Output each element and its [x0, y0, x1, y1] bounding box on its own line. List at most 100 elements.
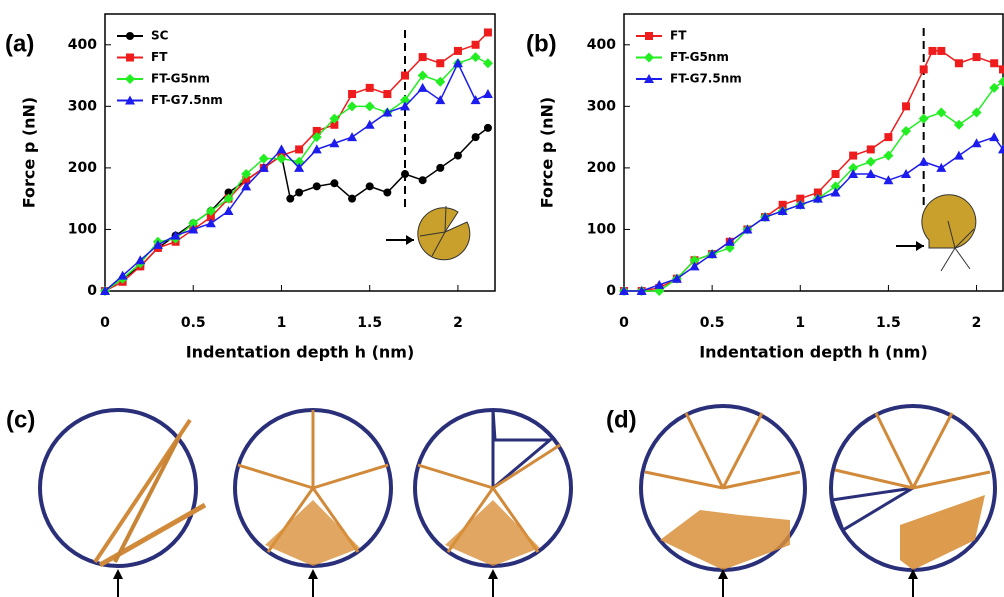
y-tick-label: 200	[587, 160, 616, 176]
marker	[795, 199, 806, 209]
marker	[382, 107, 393, 117]
x-tick-label: 1	[795, 315, 805, 331]
marker	[135, 255, 146, 265]
marker	[831, 170, 840, 179]
legend-marker	[644, 52, 654, 63]
marker	[830, 187, 841, 197]
legend-label: FT-G7.5nm	[151, 93, 223, 107]
marker	[347, 101, 358, 112]
marker	[330, 179, 339, 188]
marker	[206, 213, 215, 222]
x-tick-label: 2	[972, 315, 982, 331]
marker	[953, 150, 964, 160]
legend-marker	[125, 95, 135, 105]
marker	[286, 194, 295, 203]
legend-label: FT-G7.5nm	[670, 72, 742, 86]
marker	[742, 224, 753, 234]
marker	[348, 90, 357, 99]
marker	[188, 218, 199, 229]
marker	[778, 200, 787, 209]
marker	[276, 153, 287, 164]
y-tick-label: 200	[68, 160, 97, 176]
x-tick-label: 2	[453, 315, 463, 331]
y-tick-label: 300	[587, 98, 616, 114]
marker	[866, 145, 875, 154]
marker	[365, 83, 374, 92]
marker	[989, 132, 1000, 142]
marker	[689, 255, 700, 266]
legend-marker	[645, 32, 653, 40]
panel-label: (a)	[5, 30, 34, 57]
marker	[364, 101, 375, 112]
marker	[470, 52, 481, 63]
marker	[936, 107, 947, 118]
legend-label: FT	[151, 50, 168, 64]
marker	[170, 230, 181, 240]
marker	[619, 286, 629, 295]
marker	[972, 53, 981, 62]
marker	[311, 144, 322, 154]
marker	[418, 176, 427, 185]
inset-b	[896, 194, 977, 272]
marker	[654, 279, 665, 289]
marker	[954, 59, 963, 68]
marker	[796, 194, 805, 203]
marker	[470, 95, 481, 105]
y-tick-label: 300	[68, 98, 97, 114]
marker	[400, 101, 410, 111]
x-tick-label: 0	[619, 315, 629, 331]
marker	[418, 53, 427, 62]
marker	[919, 65, 928, 74]
marker	[707, 249, 718, 259]
y-axis-title: Force p (nN)	[20, 97, 39, 209]
legend-label: FT	[670, 29, 687, 43]
marker	[999, 65, 1004, 74]
marker	[223, 205, 234, 215]
y-axis-title: Force p (nN)	[538, 97, 557, 209]
marker	[760, 212, 771, 222]
series-line	[624, 81, 1004, 292]
marker	[348, 194, 357, 203]
marker	[312, 126, 321, 135]
x-tick-label: 1.5	[876, 315, 901, 331]
marker	[295, 188, 304, 197]
marker	[777, 205, 788, 215]
marker	[188, 224, 199, 234]
marker	[401, 71, 409, 80]
marker	[998, 144, 1004, 154]
marker	[883, 175, 894, 185]
marker	[971, 107, 982, 118]
marker	[152, 239, 163, 249]
marker	[901, 169, 912, 179]
arrows	[113, 569, 918, 597]
marker	[901, 125, 912, 136]
plot-frame	[104, 13, 496, 292]
marker	[241, 169, 252, 180]
series-line	[624, 50, 1004, 292]
marker	[417, 70, 428, 81]
y-tick-label: 100	[68, 221, 97, 237]
marker	[241, 181, 252, 191]
x-tick-label: 1	[277, 315, 287, 331]
marker	[205, 205, 216, 216]
marker	[383, 90, 392, 99]
marker	[483, 123, 492, 132]
marker	[223, 193, 234, 204]
y-tick-label: 400	[587, 37, 616, 53]
marker	[471, 133, 480, 142]
panel-label: (b)	[526, 30, 557, 57]
marker	[849, 151, 858, 160]
snapshots	[38, 404, 997, 572]
marker	[812, 193, 823, 203]
marker	[347, 132, 358, 142]
marker	[953, 119, 964, 130]
marker	[971, 138, 982, 148]
marker	[848, 169, 859, 179]
marker	[936, 162, 947, 172]
marker	[364, 119, 375, 129]
marker	[453, 46, 462, 55]
marker	[224, 188, 233, 197]
marker	[276, 144, 287, 154]
x-tick-label: 0	[100, 315, 110, 331]
